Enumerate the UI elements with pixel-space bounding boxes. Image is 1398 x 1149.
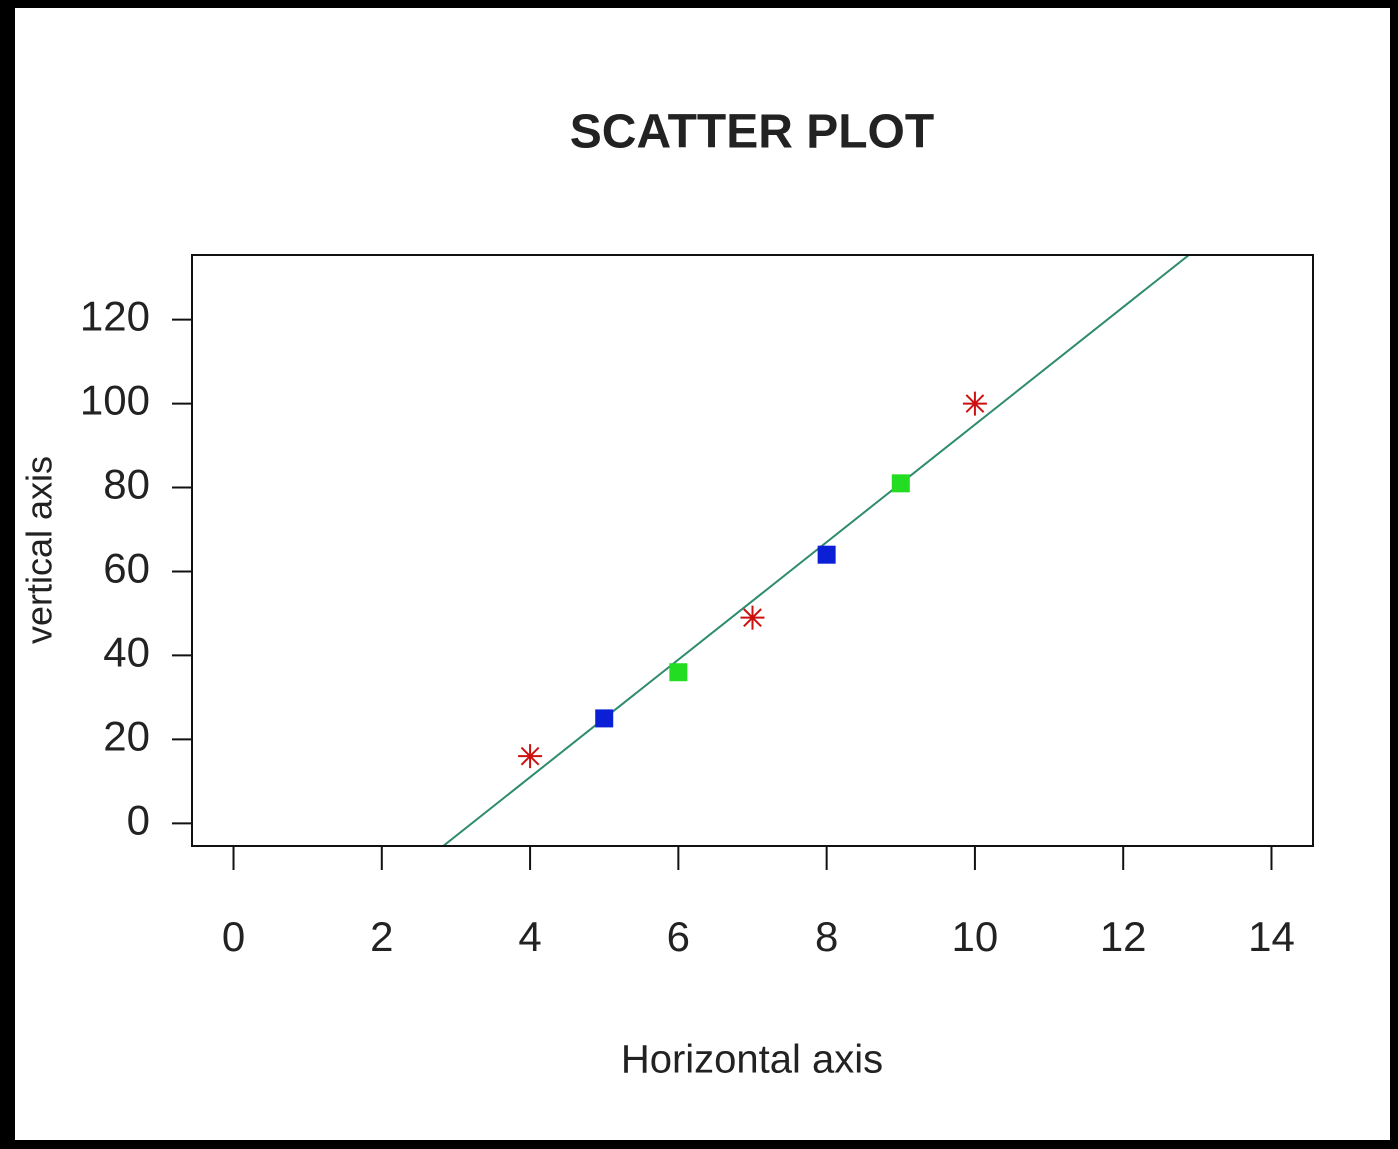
point [891,474,910,493]
x-tick-label: 6 [667,913,690,960]
y-tick-label: 60 [103,545,150,592]
plot-frame [191,254,1314,847]
fit-line [441,255,1191,846]
chart-title: SCATTER PLOT [570,106,934,159]
canvas [15,8,1390,1140]
y-tick-label: 100 [80,377,150,424]
y-tick-label: 20 [103,712,150,759]
point [518,744,543,769]
x-tick-label: 0 [222,913,245,960]
x-tick-label: 8 [815,913,838,960]
y-tick-label: 80 [103,461,150,508]
x-tick-label: 14 [1248,913,1295,960]
x-axis-label: Horizontal axis [621,1038,883,1082]
x-tick-label: 10 [952,913,999,960]
y-tick-label: 40 [103,629,150,676]
x-tick-label: 12 [1100,913,1147,960]
y-axis-label: vertical axis [19,456,60,644]
x-tick-label: 4 [518,913,541,960]
point [962,391,987,416]
point [669,663,688,682]
x-tick-label: 2 [370,913,393,960]
y-tick-label: 0 [127,796,150,843]
point [817,545,836,564]
point [740,605,765,630]
point [595,709,614,728]
y-tick-label: 120 [80,293,150,340]
